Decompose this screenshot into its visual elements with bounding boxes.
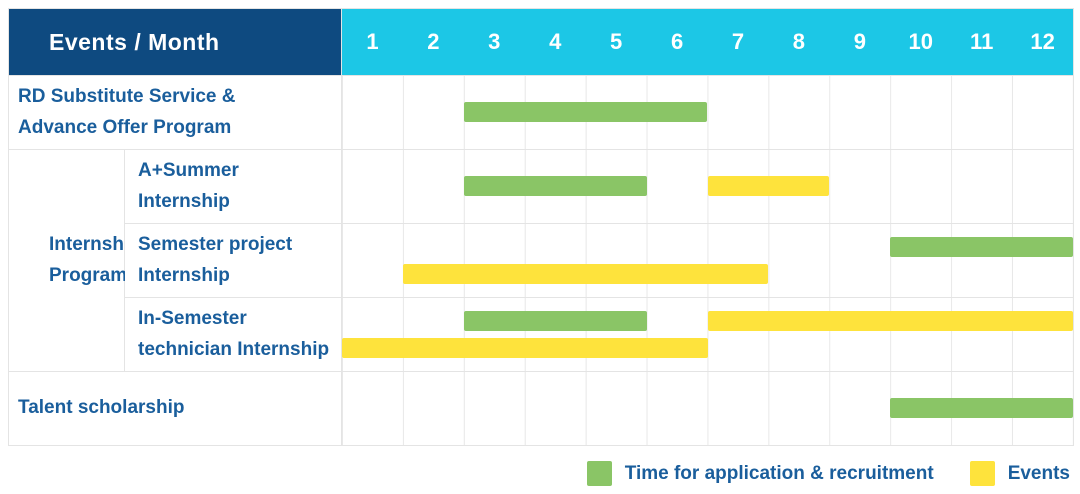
- row-label-text: Talent scholarship: [18, 397, 185, 419]
- gantt-table: Events / Month 1 2 3 4 5 6 7 8 9 10 11 12 RD Substi…: [8, 8, 1074, 446]
- legend-item-events: Events: [969, 461, 1070, 486]
- month-label-1: 1: [366, 29, 379, 54]
- events-swatch-icon: [969, 461, 995, 486]
- month-label-3: 3: [488, 29, 501, 54]
- month-label-9: 9: [853, 29, 866, 54]
- gantt-bar-recruitment: [463, 311, 647, 331]
- group-label-internship-program: Internship Program: [9, 150, 141, 371]
- gantt-row-a-plus-summer: [342, 150, 1073, 223]
- month-label-2: 2: [427, 29, 440, 54]
- gantt-bar-recruitment: [890, 398, 1073, 418]
- gantt-bar-recruitment: [890, 237, 1073, 257]
- row-label-a-plus-summer: A+Summer Internship: [125, 150, 341, 223]
- gantt-row-talent-scholarship: [342, 372, 1073, 445]
- month-label-5: 5: [610, 29, 623, 54]
- gantt-row-in-semester-technician: [342, 298, 1073, 371]
- month-label-11: 11: [970, 29, 994, 54]
- row-label-semester-project: Semester project Internship: [125, 224, 341, 297]
- group-label-text: Internship Program: [49, 233, 141, 286]
- month-label-12: 12: [1030, 29, 1055, 54]
- row-label-in-semester-technician: In-Semester technician Internship: [125, 298, 341, 371]
- month-label-4: 4: [549, 29, 562, 54]
- table-header-title: Events / Month: [9, 9, 341, 75]
- gantt-bar-event: [402, 264, 769, 284]
- row-label-rd-substitute: RD Substitute Service & Advance Offer Pr…: [9, 76, 341, 149]
- legend: Time for application & recruitment Event…: [586, 461, 1070, 486]
- row-label-text: Semester project Internship: [138, 233, 293, 286]
- month-label-10: 10: [908, 29, 933, 54]
- row-label-talent-scholarship: Talent scholarship: [9, 372, 341, 445]
- legend-item-recruitment: Time for application & recruitment: [586, 461, 934, 486]
- gantt-bar-event: [707, 176, 830, 196]
- gantt-bar-recruitment: [463, 176, 647, 196]
- legend-events-label: Events: [1007, 462, 1070, 484]
- gantt-bar-recruitment: [463, 102, 708, 122]
- month-label-6: 6: [670, 29, 684, 54]
- row-label-text: RD Substitute Service & Advance Offer Pr…: [18, 85, 236, 138]
- gantt-bar-event: [707, 311, 1073, 331]
- gantt-row-rd-substitute: [342, 76, 1073, 149]
- recruitment-swatch-icon: [586, 461, 612, 486]
- month-label-8: 8: [792, 29, 806, 54]
- legend-recruitment-label: Time for application & recruitment: [624, 462, 934, 484]
- gantt-row-semester-project: [342, 224, 1073, 297]
- header-title-text: Events / Month: [49, 28, 220, 55]
- gantt-bar-event: [342, 338, 708, 358]
- row-label-text: A+Summer Internship: [138, 159, 239, 212]
- month-label-7: 7: [731, 29, 745, 54]
- row-label-text: In-Semester technician Internship: [138, 307, 330, 360]
- month-header-row: 1 2 3 4 5 6 7 8 9 10 11 12: [342, 9, 1073, 75]
